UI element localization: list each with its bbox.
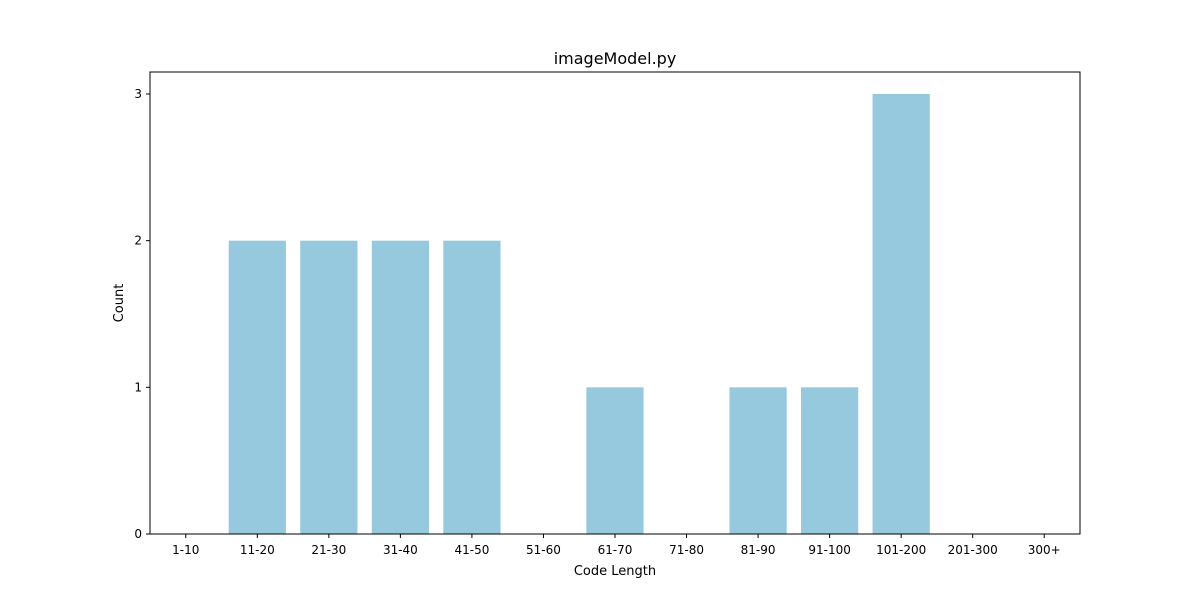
- x-tick-label: 71-80: [669, 543, 704, 557]
- bar-91-100: [801, 387, 859, 534]
- bar-101-200: [872, 94, 930, 534]
- x-tick-label: 300+: [1028, 543, 1061, 557]
- bars-layer: [228, 94, 930, 535]
- bar-21-30: [300, 240, 358, 535]
- x-axis-ticks: 1-10 11-20 21-30 31-40 41-50 51-60 61-70 71-80 8…: [172, 534, 1061, 557]
- x-tick-label: 11-20: [240, 543, 275, 557]
- y-tick-label: 0: [134, 527, 142, 541]
- x-tick-label: 51-60: [526, 543, 561, 557]
- x-tick-label: 81-90: [741, 543, 776, 557]
- bar-61-70: [586, 387, 644, 534]
- y-tick-label: 3: [134, 87, 142, 101]
- bar-41-50: [443, 240, 501, 535]
- y-axis-label: Count: [112, 284, 127, 323]
- y-axis-ticks: 0 1 2 3: [134, 87, 150, 541]
- x-axis-label: Code Length: [574, 564, 656, 579]
- y-tick-label: 1: [134, 380, 142, 394]
- x-tick-label: 201-300: [948, 543, 998, 557]
- bar-81-90: [729, 387, 787, 534]
- bar-31-40: [371, 240, 429, 535]
- x-tick-label: 31-40: [383, 543, 418, 557]
- x-tick-label: 61-70: [598, 543, 633, 557]
- y-tick-label: 2: [134, 234, 142, 248]
- x-tick-label: 1-10: [172, 543, 199, 557]
- x-tick-label: 101-200: [876, 543, 926, 557]
- chart-title: imageModel.py: [554, 49, 677, 68]
- bar-11-20: [228, 240, 286, 535]
- x-tick-label: 41-50: [454, 543, 489, 557]
- x-tick-label: 91-100: [808, 543, 851, 557]
- x-tick-label: 21-30: [311, 543, 346, 557]
